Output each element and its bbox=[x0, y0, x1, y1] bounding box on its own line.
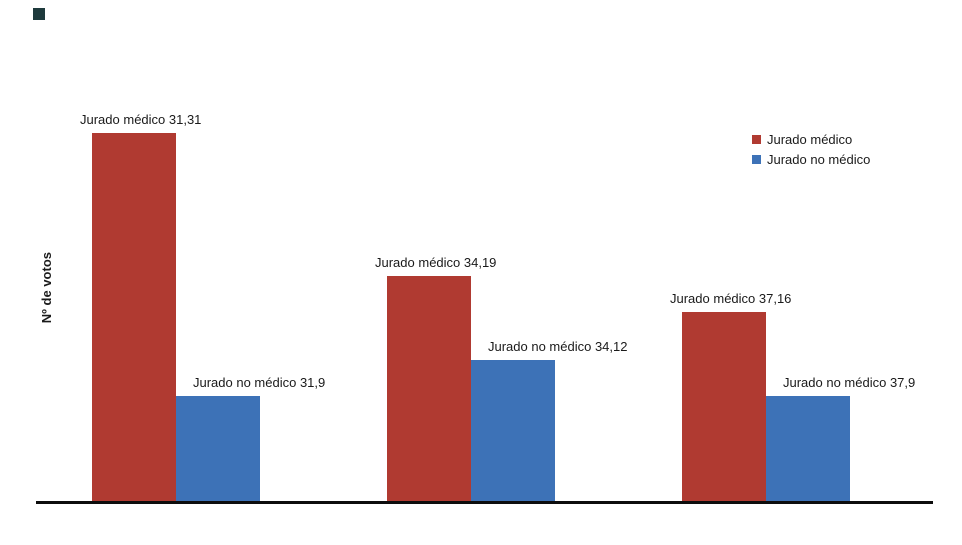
legend-item-jurado-medico: Jurado médico bbox=[752, 129, 870, 149]
legend-swatch-blue bbox=[752, 154, 761, 164]
legend-label: Jurado médico bbox=[767, 131, 853, 147]
x-axis-line bbox=[36, 501, 933, 504]
bar-jurado-medico-37 bbox=[682, 312, 766, 503]
bar-label-jurado-no-medico-31: Jurado no médico 31,9 bbox=[193, 375, 326, 390]
chart-legend: Jurado médico Jurado no médico bbox=[752, 129, 870, 169]
legend-label: Jurado no médico bbox=[767, 151, 871, 167]
bar-label-jurado-no-medico-37: Jurado no médico 37,9 bbox=[783, 375, 916, 390]
legend-swatch-red bbox=[752, 134, 761, 144]
bar-jurado-no-medico-34 bbox=[471, 360, 555, 503]
bar-label-jurado-medico-34: Jurado médico 34,19 bbox=[375, 255, 497, 270]
bar-label-jurado-no-medico-34: Jurado no médico 34,12 bbox=[488, 339, 628, 354]
bar-label-jurado-medico-37: Jurado médico 37,16 bbox=[670, 291, 792, 306]
slide-corner-decoration bbox=[33, 8, 45, 20]
legend-item-jurado-no-medico: Jurado no médico bbox=[752, 149, 870, 169]
bar-jurado-medico-34 bbox=[387, 276, 471, 503]
bar-jurado-no-medico-31 bbox=[176, 396, 260, 503]
bar-label-jurado-medico-31: Jurado médico 31,31 bbox=[80, 112, 202, 127]
bar-jurado-medico-31 bbox=[92, 133, 176, 503]
bar-jurado-no-medico-37 bbox=[766, 396, 850, 503]
